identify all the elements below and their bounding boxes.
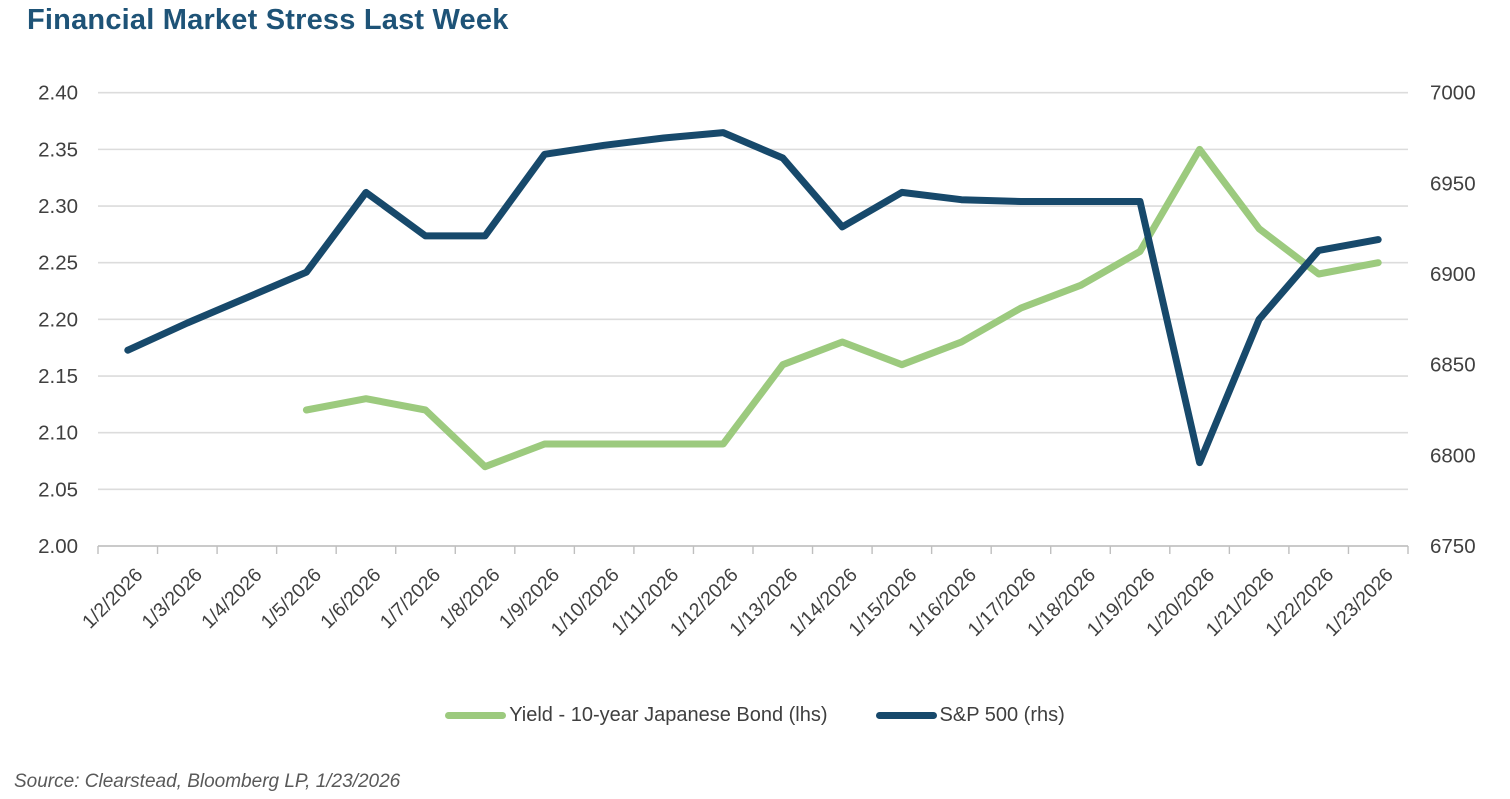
- legend: Yield - 10-year Japanese Bond (lhs) S&P …: [0, 704, 1510, 727]
- y-axis-label-left: 2.15: [38, 365, 78, 388]
- y-axis-label-left: 2.30: [38, 195, 78, 218]
- x-axis-label: 1/7/2026: [376, 564, 445, 633]
- y-axis-label-left: 2.40: [38, 82, 78, 105]
- y-axis-label-right: 7000: [1430, 82, 1476, 105]
- legend-label-yield: Yield - 10-year Japanese Bond (lhs): [509, 704, 828, 726]
- legend-item-yield: Yield - 10-year Japanese Bond (lhs): [445, 704, 828, 727]
- y-axis-label-left: 2.10: [38, 422, 78, 445]
- legend-label-sp500: S&P 500 (rhs): [939, 704, 1065, 726]
- y-axis-label-left: 2.20: [38, 308, 78, 331]
- x-axis-label: 1/6/2026: [316, 564, 385, 633]
- sp500-series-line: [124, 129, 1382, 467]
- x-axis-label: 1/3/2026: [138, 564, 207, 633]
- y-axis-label-right: 6850: [1430, 354, 1476, 377]
- y-axis-label-left: 2.35: [38, 138, 78, 161]
- yield-series-swatch-icon: [445, 712, 507, 719]
- x-axis-label: 1/5/2026: [257, 564, 326, 633]
- yield-series-line: [302, 145, 1382, 471]
- y-axis-label-right: 6800: [1430, 444, 1476, 467]
- source-note: Source: Clearstead, Bloomberg LP, 1/23/2…: [14, 771, 401, 792]
- y-axis-label-right: 6900: [1430, 263, 1476, 286]
- x-axis-label: 1/8/2026: [435, 564, 504, 633]
- chart-title: Financial Market Stress Last Week: [27, 4, 509, 36]
- y-axis-label-right: 6950: [1430, 172, 1476, 195]
- x-axis-label: 1/4/2026: [197, 564, 266, 633]
- x-axis-label: 1/2/2026: [78, 564, 147, 633]
- y-axis-label-left: 2.05: [38, 478, 78, 501]
- legend-item-sp500: S&P 500 (rhs): [875, 704, 1065, 727]
- sp500-series-swatch-icon: [875, 712, 937, 719]
- y-axis-label-right: 6750: [1430, 535, 1476, 558]
- y-axis-label-left: 2.25: [38, 252, 78, 275]
- y-axis-label-left: 2.00: [38, 535, 78, 558]
